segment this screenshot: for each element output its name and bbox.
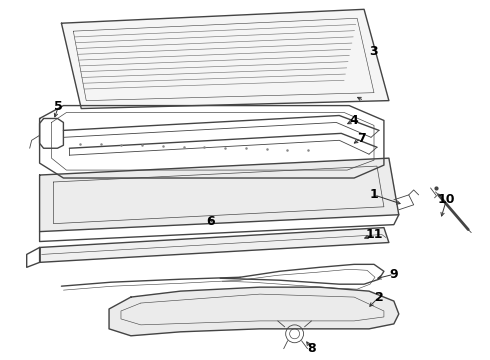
Polygon shape xyxy=(40,158,399,231)
Text: 11: 11 xyxy=(365,228,383,241)
Text: 1: 1 xyxy=(369,188,378,201)
Text: 3: 3 xyxy=(369,45,378,58)
Text: 10: 10 xyxy=(438,193,455,206)
Text: 9: 9 xyxy=(390,268,398,281)
Polygon shape xyxy=(109,287,399,336)
Polygon shape xyxy=(40,228,389,262)
Text: 4: 4 xyxy=(350,114,359,127)
Text: 5: 5 xyxy=(54,100,63,113)
Polygon shape xyxy=(61,9,389,109)
Text: 2: 2 xyxy=(374,291,383,303)
Text: 6: 6 xyxy=(206,215,215,228)
Text: 7: 7 xyxy=(357,132,366,145)
Text: 8: 8 xyxy=(307,342,316,355)
